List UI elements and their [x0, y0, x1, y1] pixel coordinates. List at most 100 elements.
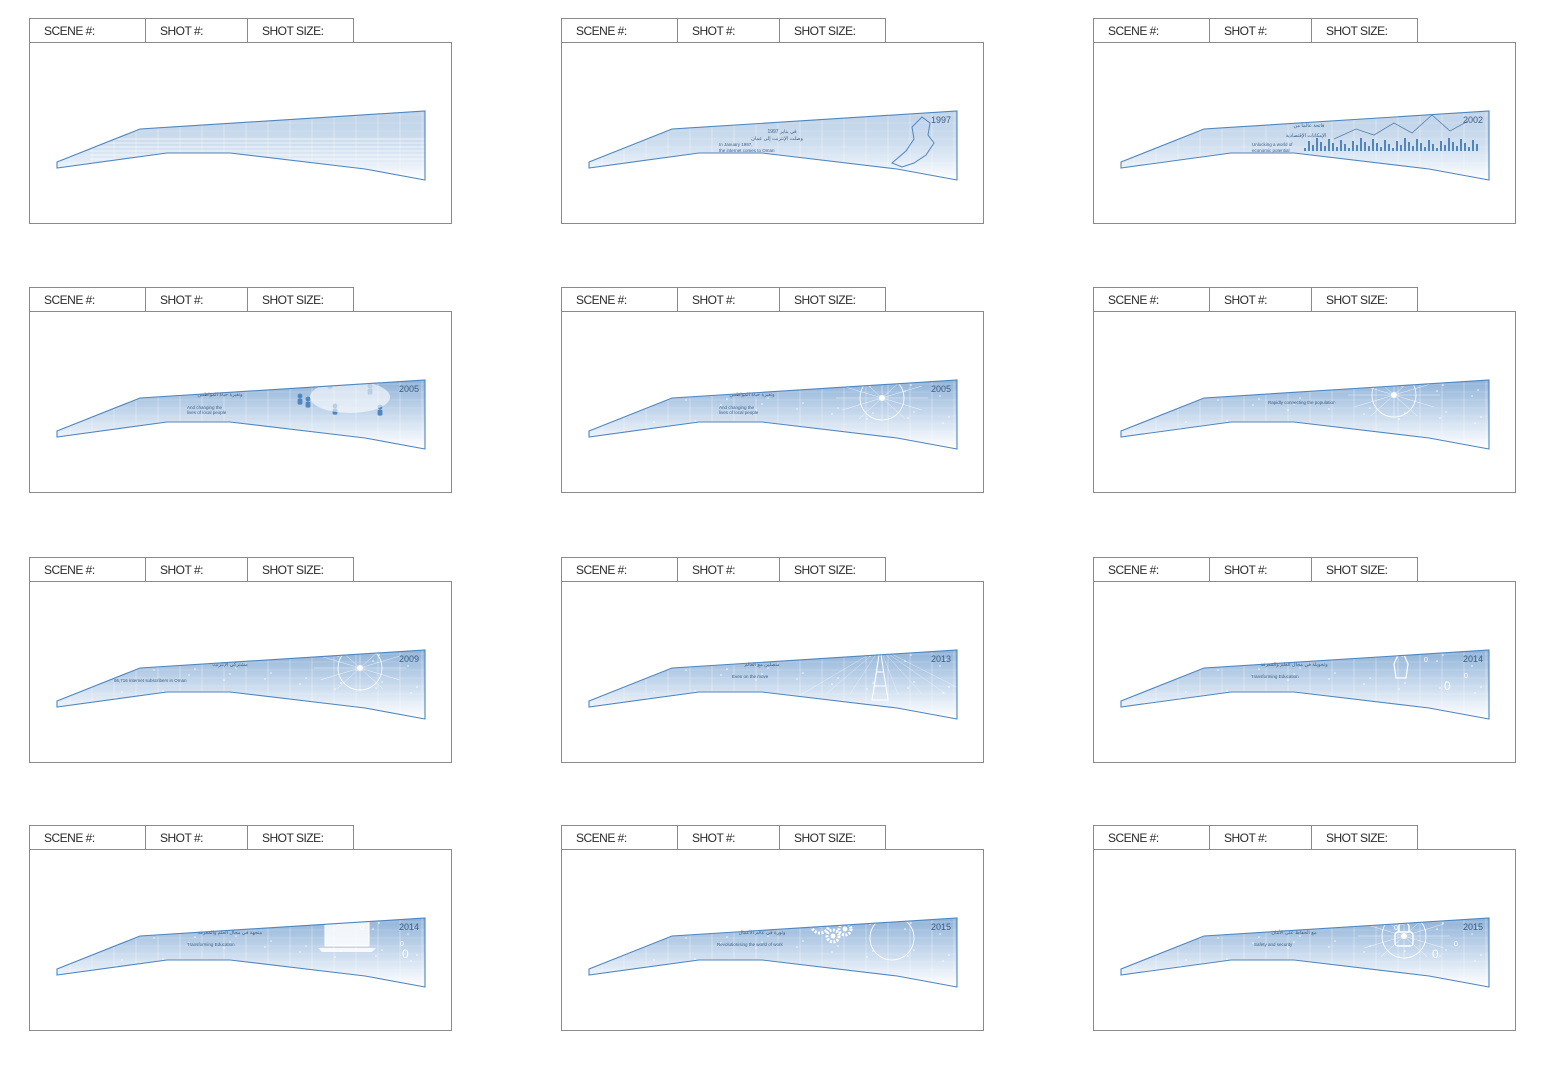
bar-icon	[1396, 141, 1398, 151]
bar-icon	[1352, 141, 1354, 151]
panel-frame: 2013 متصلين مع العالم Even on the move	[561, 581, 984, 763]
shot-size-field[interactable]: SHOT SIZE:	[794, 293, 856, 307]
scene-number-field[interactable]: SCENE #:	[562, 19, 678, 43]
screen-shape	[1121, 380, 1489, 449]
scene-number-field[interactable]: SCENE #:	[562, 558, 678, 582]
arabic-caption: في يناير 1997	[767, 129, 797, 135]
bar-icon	[1360, 138, 1362, 151]
screen-shape	[57, 111, 425, 180]
panel-frame: 2005 وتغيرة حياة المواطنين And changing th…	[561, 311, 984, 493]
bar-icon	[1384, 140, 1386, 151]
english-caption: Transforming Education	[187, 942, 235, 947]
screen-shape	[1121, 111, 1489, 180]
shot-size-field[interactable]: SHOT SIZE:	[794, 831, 856, 845]
bar-icon	[1336, 147, 1338, 151]
scene-number-field[interactable]: SCENE #:	[1094, 558, 1210, 582]
shot-number-field[interactable]: SHOT #:	[678, 558, 780, 582]
bar-icon	[1400, 145, 1402, 151]
shot-size-field[interactable]: SHOT SIZE:	[262, 831, 324, 845]
screen-outline	[56, 649, 426, 720]
bar-icon	[1348, 148, 1350, 151]
scene-number-field[interactable]: SCENE #:	[30, 19, 146, 43]
scene-number-field[interactable]: SCENE #:	[30, 826, 146, 850]
bar-icon	[1388, 144, 1390, 151]
shot-number-field[interactable]: SHOT #:	[146, 826, 248, 850]
panel-header: SCENE #: SHOT #: SHOT SIZE:	[29, 287, 354, 312]
scene-number-field[interactable]: SCENE #:	[1094, 826, 1210, 850]
screen-shape	[57, 650, 425, 719]
shot-size-field[interactable]: SHOT SIZE:	[794, 563, 856, 577]
arabic-caption: وصلت الإنترنت إلى عمان	[751, 136, 803, 142]
english-caption: Even on the move	[732, 674, 769, 679]
scene-number-field[interactable]: SCENE #:	[30, 558, 146, 582]
shot-number-field[interactable]: SHOT #:	[146, 558, 248, 582]
english-caption: economic potential	[1252, 148, 1290, 153]
binary-digit: 0	[400, 941, 404, 948]
screen-outline	[56, 379, 426, 450]
screen-shape	[589, 918, 957, 987]
bar-icon	[1444, 145, 1446, 151]
bar-icon	[1452, 142, 1454, 151]
panel-header: SCENE #: SHOT #: SHOT SIZE:	[29, 18, 354, 43]
shot-size-field[interactable]: SHOT SIZE:	[262, 293, 324, 307]
screen-outline	[1120, 110, 1490, 181]
shot-number-field[interactable]: SHOT #:	[146, 19, 248, 43]
bar-icon	[1412, 146, 1414, 151]
scene-number-field[interactable]: SCENE #:	[1094, 288, 1210, 312]
shot-number-field[interactable]: SHOT #:	[678, 826, 780, 850]
bar-icon	[1328, 139, 1330, 151]
scene-number-field[interactable]: SCENE #:	[1094, 19, 1210, 43]
panel-frame: 2015 وثورة في عالم الأعمال Revolutionising…	[561, 849, 984, 1031]
bar-icon	[1416, 139, 1418, 151]
shot-number-field[interactable]: SHOT #:	[678, 288, 780, 312]
shot-number-field[interactable]: SHOT #:	[1210, 826, 1312, 850]
shot-size-field[interactable]: SHOT SIZE:	[1326, 293, 1388, 307]
storyboard-panel: SCENE #: SHOT #: SHOT SIZE: 0 0 0 2015 مع الحفا…	[1093, 825, 1517, 1033]
person-icon	[327, 380, 333, 383]
shot-size-field[interactable]: SHOT SIZE:	[262, 24, 324, 38]
bar-icon	[1392, 148, 1394, 151]
person-icon	[305, 396, 311, 402]
english-caption: lives of local people	[187, 410, 227, 415]
shot-size-field[interactable]: SHOT SIZE:	[1326, 563, 1388, 577]
scene-number-field[interactable]: SCENE #:	[30, 288, 146, 312]
shot-size-field[interactable]: SHOT SIZE:	[1326, 831, 1388, 845]
screen-outline	[1120, 649, 1490, 720]
english-caption: In January 1997,	[719, 142, 753, 147]
oman-map-icon	[891, 116, 935, 168]
panel-header: SCENE #: SHOT #: SHOT SIZE:	[29, 825, 354, 850]
shot-size-field[interactable]: SHOT SIZE:	[794, 24, 856, 38]
bar-icon	[1308, 141, 1310, 151]
panel-header: SCENE #: SHOT #: SHOT SIZE:	[1093, 18, 1418, 43]
english-caption: And changing the	[719, 405, 755, 410]
bar-icon	[1312, 145, 1314, 151]
screen-shape	[1121, 918, 1489, 987]
binary-digit: 0	[1432, 947, 1439, 961]
storyboard-panel: SCENE #: SHOT #: SHOT SIZE: 2005 وتغيرة حياة…	[29, 287, 453, 495]
panel-header: SCENE #: SHOT #: SHOT SIZE:	[561, 825, 886, 850]
shot-size-field[interactable]: SHOT SIZE:	[262, 563, 324, 577]
arabic-caption: وتغيرة حياة المواطنين	[197, 392, 243, 398]
panel-frame: 0 0 0 2014 وتحويلة في مجال العلم والمعرفة Tra…	[1093, 581, 1516, 763]
scene-number-field[interactable]: SCENE #:	[562, 826, 678, 850]
panel-frame: 1997 في يناير 1997 وصلت الإنترنت إلى عمان I…	[561, 42, 984, 224]
shot-number-field[interactable]: SHOT #:	[1210, 558, 1312, 582]
shot-size-field[interactable]: SHOT SIZE:	[1326, 24, 1388, 38]
shot-number-field[interactable]: SHOT #:	[146, 288, 248, 312]
year-label: 2002	[1463, 115, 1483, 125]
english-caption: Revolutionising the world of work	[717, 942, 784, 947]
arabic-caption: مشتركي الإنترنت	[212, 662, 248, 668]
english-caption: And changing the	[187, 405, 223, 410]
shot-number-field[interactable]: SHOT #:	[1210, 288, 1312, 312]
storyboard-panel: SCENE #: SHOT #: SHOT SIZE: 0 0 0 2014 وتحويلة …	[1093, 557, 1517, 765]
shot-number-field[interactable]: SHOT #:	[1210, 19, 1312, 43]
shot-number-field[interactable]: SHOT #:	[678, 19, 780, 43]
bar-icon	[1460, 139, 1462, 151]
english-caption: the internet comes to Oman	[719, 148, 775, 153]
screen-outline	[56, 917, 426, 988]
year-label: 2013	[931, 654, 951, 664]
year-label: 2014	[399, 922, 419, 932]
panel-header: SCENE #: SHOT #: SHOT SIZE:	[1093, 825, 1418, 850]
scene-number-field[interactable]: SCENE #:	[562, 288, 678, 312]
binary-digit: 0	[1424, 657, 1428, 664]
